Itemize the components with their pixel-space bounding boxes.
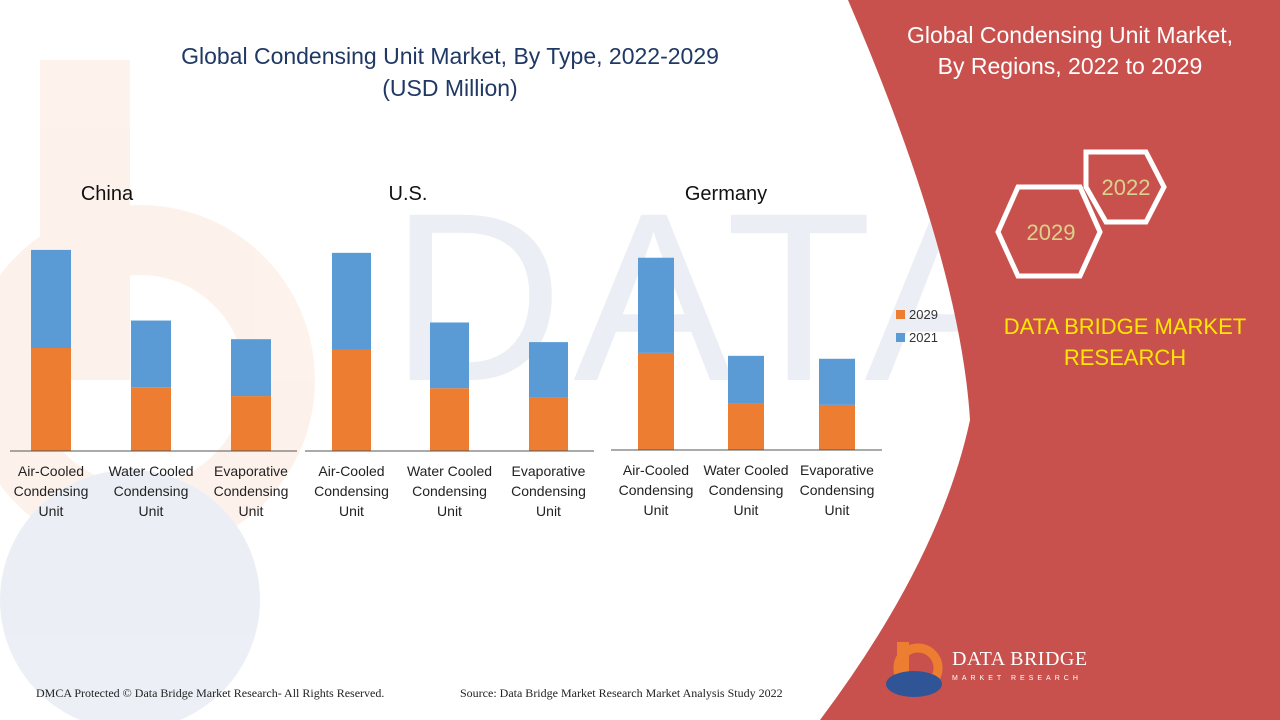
- bar-china-1-2029: [131, 387, 171, 451]
- category-label-germany-0-2: Unit: [644, 502, 669, 518]
- bar-china-2-2021: [231, 339, 271, 397]
- brand-name-line2: RESEARCH: [1063, 345, 1187, 370]
- category-label-u-s-1-1: Condensing: [412, 483, 487, 499]
- category-label-u-s-1-2: Unit: [437, 503, 462, 519]
- logo-name: DATA BRIDGE: [952, 648, 1088, 670]
- legend-swatch-2029: [896, 310, 905, 319]
- legend-label-2029: 2029: [909, 307, 938, 322]
- hex-year-2022: 2022: [1102, 175, 1151, 200]
- panel-title-u-s: U.S.: [389, 183, 428, 205]
- bar-u-s-0-2021: [332, 252, 371, 350]
- category-label-china-0-1: Condensing: [14, 483, 89, 499]
- category-label-china-0-0: Air-Cooled: [18, 463, 84, 479]
- panel-title-germany: Germany: [685, 183, 767, 205]
- category-label-germany-1-1: Condensing: [709, 482, 784, 498]
- bar-u-s-1-2029: [430, 388, 469, 451]
- regions-title-line1: Global Condensing Unit Market,: [907, 22, 1233, 48]
- bar-u-s-2-2021: [529, 342, 568, 398]
- legend-swatch-2021: [896, 333, 905, 342]
- bar-china-2-2029: [231, 396, 271, 451]
- category-label-china-2-2: Unit: [239, 503, 264, 519]
- bar-u-s-1-2021: [430, 322, 469, 389]
- chart-legend: 2029 2021: [896, 307, 938, 345]
- brand-name-line1: DATA BRIDGE MARKET: [1003, 314, 1247, 339]
- chart-title: Global Condensing Unit Market, By Type, …: [181, 43, 719, 69]
- bar-germany-2-2021: [819, 358, 855, 405]
- bar-germany-1-2029: [728, 403, 764, 450]
- bar-germany-0-2021: [638, 257, 674, 353]
- logo-mark: [886, 642, 943, 697]
- category-label-germany-0-0: Air-Cooled: [623, 462, 689, 478]
- category-label-u-s-2-0: Evaporative: [512, 463, 586, 479]
- source-note: Source: Data Bridge Market Research Mark…: [460, 686, 783, 700]
- category-label-germany-0-1: Condensing: [619, 482, 694, 498]
- bar-u-s-2-2029: [529, 397, 568, 451]
- category-label-u-s-0-1: Condensing: [314, 483, 389, 499]
- bar-china-0-2029: [31, 348, 71, 451]
- category-label-u-s-0-2: Unit: [339, 503, 364, 519]
- category-label-germany-2-2: Unit: [825, 502, 850, 518]
- category-label-u-s-2-2: Unit: [536, 503, 561, 519]
- hex-year-2029: 2029: [1027, 220, 1076, 245]
- category-label-germany-1-2: Unit: [734, 502, 759, 518]
- right-red-panel: [820, 0, 1280, 720]
- chart-subtitle: (USD Million): [382, 75, 518, 101]
- category-label-germany-2-1: Condensing: [800, 482, 875, 498]
- category-label-china-0-2: Unit: [39, 503, 64, 519]
- category-label-china-2-1: Condensing: [214, 483, 289, 499]
- category-label-china-1-1: Condensing: [114, 483, 189, 499]
- bar-china-1-2021: [131, 320, 171, 388]
- bar-germany-0-2029: [638, 352, 674, 450]
- category-label-china-1-2: Unit: [139, 503, 164, 519]
- category-label-germany-2-0: Evaporative: [800, 462, 874, 478]
- bar-germany-2-2029: [819, 404, 855, 450]
- category-label-china-1-0: Water Cooled: [108, 463, 193, 479]
- hexagon-badge: [995, 149, 1167, 279]
- regions-title-line2: By Regions, 2022 to 2029: [937, 53, 1203, 79]
- category-label-u-s-2-1: Condensing: [511, 483, 586, 499]
- chart-panels: China Air-Cooled Condensing Unit Water Coole…: [10, 183, 882, 519]
- bar-germany-1-2021: [728, 355, 764, 404]
- copyright-notice: DMCA Protected © Data Bridge Market Rese…: [36, 686, 385, 700]
- bar-china-0-2021: [31, 249, 71, 348]
- category-label-u-s-0-0: Air-Cooled: [318, 463, 384, 479]
- legend-label-2021: 2021: [909, 330, 938, 345]
- panel-title-china: China: [81, 183, 134, 205]
- category-label-germany-1-0: Water Cooled: [703, 462, 788, 478]
- logo-tagline: MARKET RESEARCH: [952, 675, 1082, 682]
- bar-u-s-0-2029: [332, 349, 371, 451]
- category-label-china-2-0: Evaporative: [214, 463, 288, 479]
- category-label-u-s-1-0: Water Cooled: [407, 463, 492, 479]
